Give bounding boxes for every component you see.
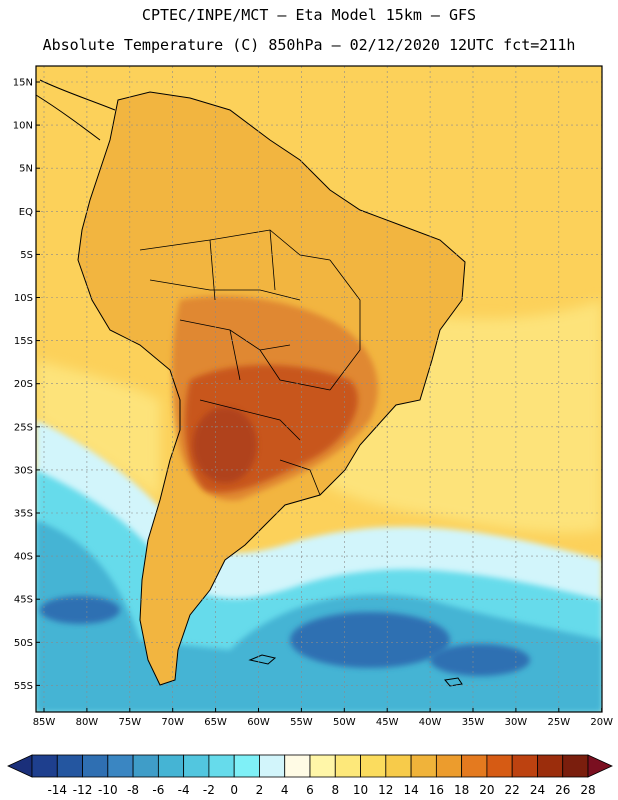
colorbar: -14 -12 -10 -8 -6 -4 -2 0 2 4 6 8 10 12 14 16 18 20 22 24 26… (7, 754, 613, 797)
colorbar-label: 0 (230, 783, 238, 797)
colorbar-label: -10 (98, 783, 118, 797)
lat-label: 20S (14, 379, 33, 390)
colorbar-label: 26 (555, 783, 570, 797)
colorbar-label: -8 (127, 783, 139, 797)
lon-label: 25W (547, 717, 570, 728)
lat-label: 10S (14, 293, 33, 304)
central-america-coast (35, 79, 116, 141)
colorbar-low-arrow (7, 754, 33, 778)
colorbar-label: 8 (331, 783, 339, 797)
colorbar-label: 28 (580, 783, 595, 797)
colorbar-swatch (183, 754, 210, 778)
colorbar-swatch (461, 754, 488, 778)
hottest-core (193, 407, 257, 483)
falklands (248, 654, 277, 665)
colorbar-label: 2 (256, 783, 264, 797)
colorbar-swatch (132, 754, 159, 778)
lon-label: 70W (161, 717, 184, 728)
colorbar-swatch (537, 754, 564, 778)
map-frame (35, 65, 603, 713)
colorbar-label: -4 (178, 783, 190, 797)
lat-label: 55S (14, 681, 33, 692)
colorbar-label: 16 (429, 783, 444, 797)
lon-label: 55W (290, 717, 313, 728)
warm-pacific-band (36, 360, 160, 500)
colorbar-swatch (334, 754, 361, 778)
lon-label: 35W (462, 717, 485, 728)
lon-label: 75W (118, 717, 141, 728)
lat-label: 15N (13, 78, 33, 89)
lon-label: 65W (204, 717, 227, 728)
colorbar-label: 14 (403, 783, 418, 797)
lon-label: 40W (419, 717, 442, 728)
coastline-borders (35, 79, 466, 687)
latitude-labels: 15N 10N 5N EQ 5S 10S 15S 20S 25S 30S 35S 40S 45S 50S 5… (13, 78, 33, 692)
colorbar-label: 4 (281, 783, 289, 797)
lon-label: 30W (505, 717, 528, 728)
lat-label: 5N (19, 164, 33, 175)
colorbar-swatch (208, 754, 235, 778)
lon-label: 50W (333, 717, 356, 728)
coastline (77, 91, 466, 686)
colorbar-label: 12 (378, 783, 393, 797)
lat-label: 15S (14, 336, 33, 347)
colorbar-swatch (309, 754, 336, 778)
colorbar-swatch (157, 754, 185, 778)
lat-label: 45S (14, 595, 33, 606)
lat-label: 50S (14, 638, 33, 649)
colorbar-swatch (233, 754, 260, 778)
longitude-labels: 85W 80W 75W 70W 65W 60W 55W 50W 45W 40W 35W 30W 25W 2… (33, 717, 613, 728)
colorbar-swatch (56, 754, 83, 778)
country-borders (139, 229, 361, 496)
colorbar-swatch (385, 754, 412, 778)
colorbar-label: 20 (479, 783, 494, 797)
colorbar-label: -6 (152, 783, 164, 797)
lat-label: EQ (19, 207, 33, 218)
colorbar-swatch (435, 754, 463, 778)
colorbar-swatch (284, 754, 311, 778)
lon-label: 80W (76, 717, 99, 728)
colorbar-swatch (360, 754, 387, 778)
lat-label: 25S (14, 422, 33, 433)
colorbar-label: 24 (530, 783, 545, 797)
colorbar-swatch (511, 754, 538, 778)
colorbar-label: 18 (454, 783, 469, 797)
lon-label: 20W (590, 717, 613, 728)
colorbar-label: -2 (203, 783, 215, 797)
colorbar-swatch (82, 754, 109, 778)
colorbar-swatch (259, 754, 286, 778)
colorbar-swatch (562, 754, 589, 778)
map-subtitle: Absolute Temperature (C) 850hPa – 02/12/… (42, 36, 576, 54)
colorbar-swatch (486, 754, 513, 778)
lon-label: 60W (247, 717, 270, 728)
lat-label: 10N (13, 121, 33, 132)
colorbar-high-arrow (587, 754, 613, 778)
island-small (444, 677, 463, 687)
colorbar-label: 6 (306, 783, 314, 797)
colorbar-label: -14 (47, 783, 67, 797)
lat-label: 40S (14, 552, 33, 563)
temperature-field (36, 66, 602, 712)
colorbar-swatch (410, 754, 437, 778)
lon-label: 45W (376, 717, 399, 728)
map-title: CPTEC/INPE/MCT – Eta Model 15km – GFS (141, 6, 477, 24)
lat-label: 35S (14, 509, 33, 520)
colorbar-label: 10 (353, 783, 368, 797)
cold-deep-patch-1 (290, 612, 450, 668)
cold-deep-patch-3 (430, 644, 530, 676)
colorbar-label: -12 (73, 783, 93, 797)
lat-label: 30S (14, 465, 33, 476)
lon-label: 85W (33, 717, 56, 728)
lat-label: 5S (20, 250, 33, 261)
colorbar-label: 22 (505, 783, 520, 797)
colorbar-swatch (107, 754, 134, 778)
lat-lon-grid (36, 66, 603, 712)
colorbar-swatch (31, 754, 58, 778)
cold-deep-patch-2 (40, 596, 120, 624)
